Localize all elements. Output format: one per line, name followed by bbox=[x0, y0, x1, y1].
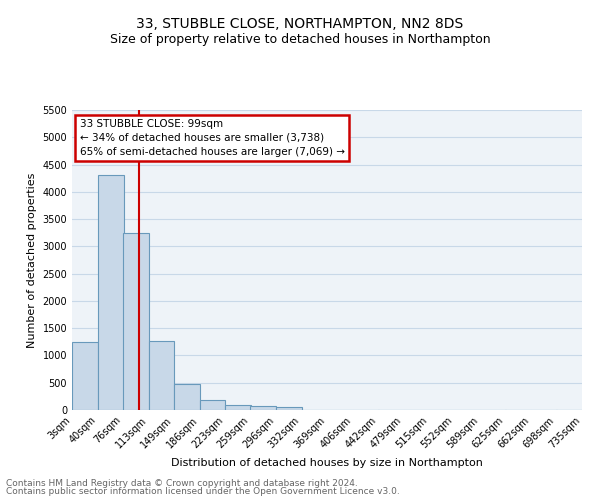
X-axis label: Distribution of detached houses by size in Northampton: Distribution of detached houses by size … bbox=[171, 458, 483, 468]
Text: Contains HM Land Registry data © Crown copyright and database right 2024.: Contains HM Land Registry data © Crown c… bbox=[6, 478, 358, 488]
Bar bbox=[98, 176, 124, 410]
Text: 33 STUBBLE CLOSE: 99sqm
← 34% of detached houses are smaller (3,738)
65% of semi: 33 STUBBLE CLOSE: 99sqm ← 34% of detache… bbox=[80, 119, 344, 157]
Bar bbox=[225, 405, 251, 410]
Bar bbox=[72, 342, 98, 410]
Text: Contains public sector information licensed under the Open Government Licence v3: Contains public sector information licen… bbox=[6, 487, 400, 496]
Bar bbox=[199, 400, 225, 410]
Y-axis label: Number of detached properties: Number of detached properties bbox=[27, 172, 37, 348]
Text: Size of property relative to detached houses in Northampton: Size of property relative to detached ho… bbox=[110, 32, 490, 46]
Bar bbox=[250, 406, 276, 410]
Bar bbox=[276, 408, 302, 410]
Bar bbox=[123, 232, 149, 410]
Bar bbox=[149, 340, 175, 410]
Text: 33, STUBBLE CLOSE, NORTHAMPTON, NN2 8DS: 33, STUBBLE CLOSE, NORTHAMPTON, NN2 8DS bbox=[136, 18, 464, 32]
Bar bbox=[174, 384, 199, 410]
